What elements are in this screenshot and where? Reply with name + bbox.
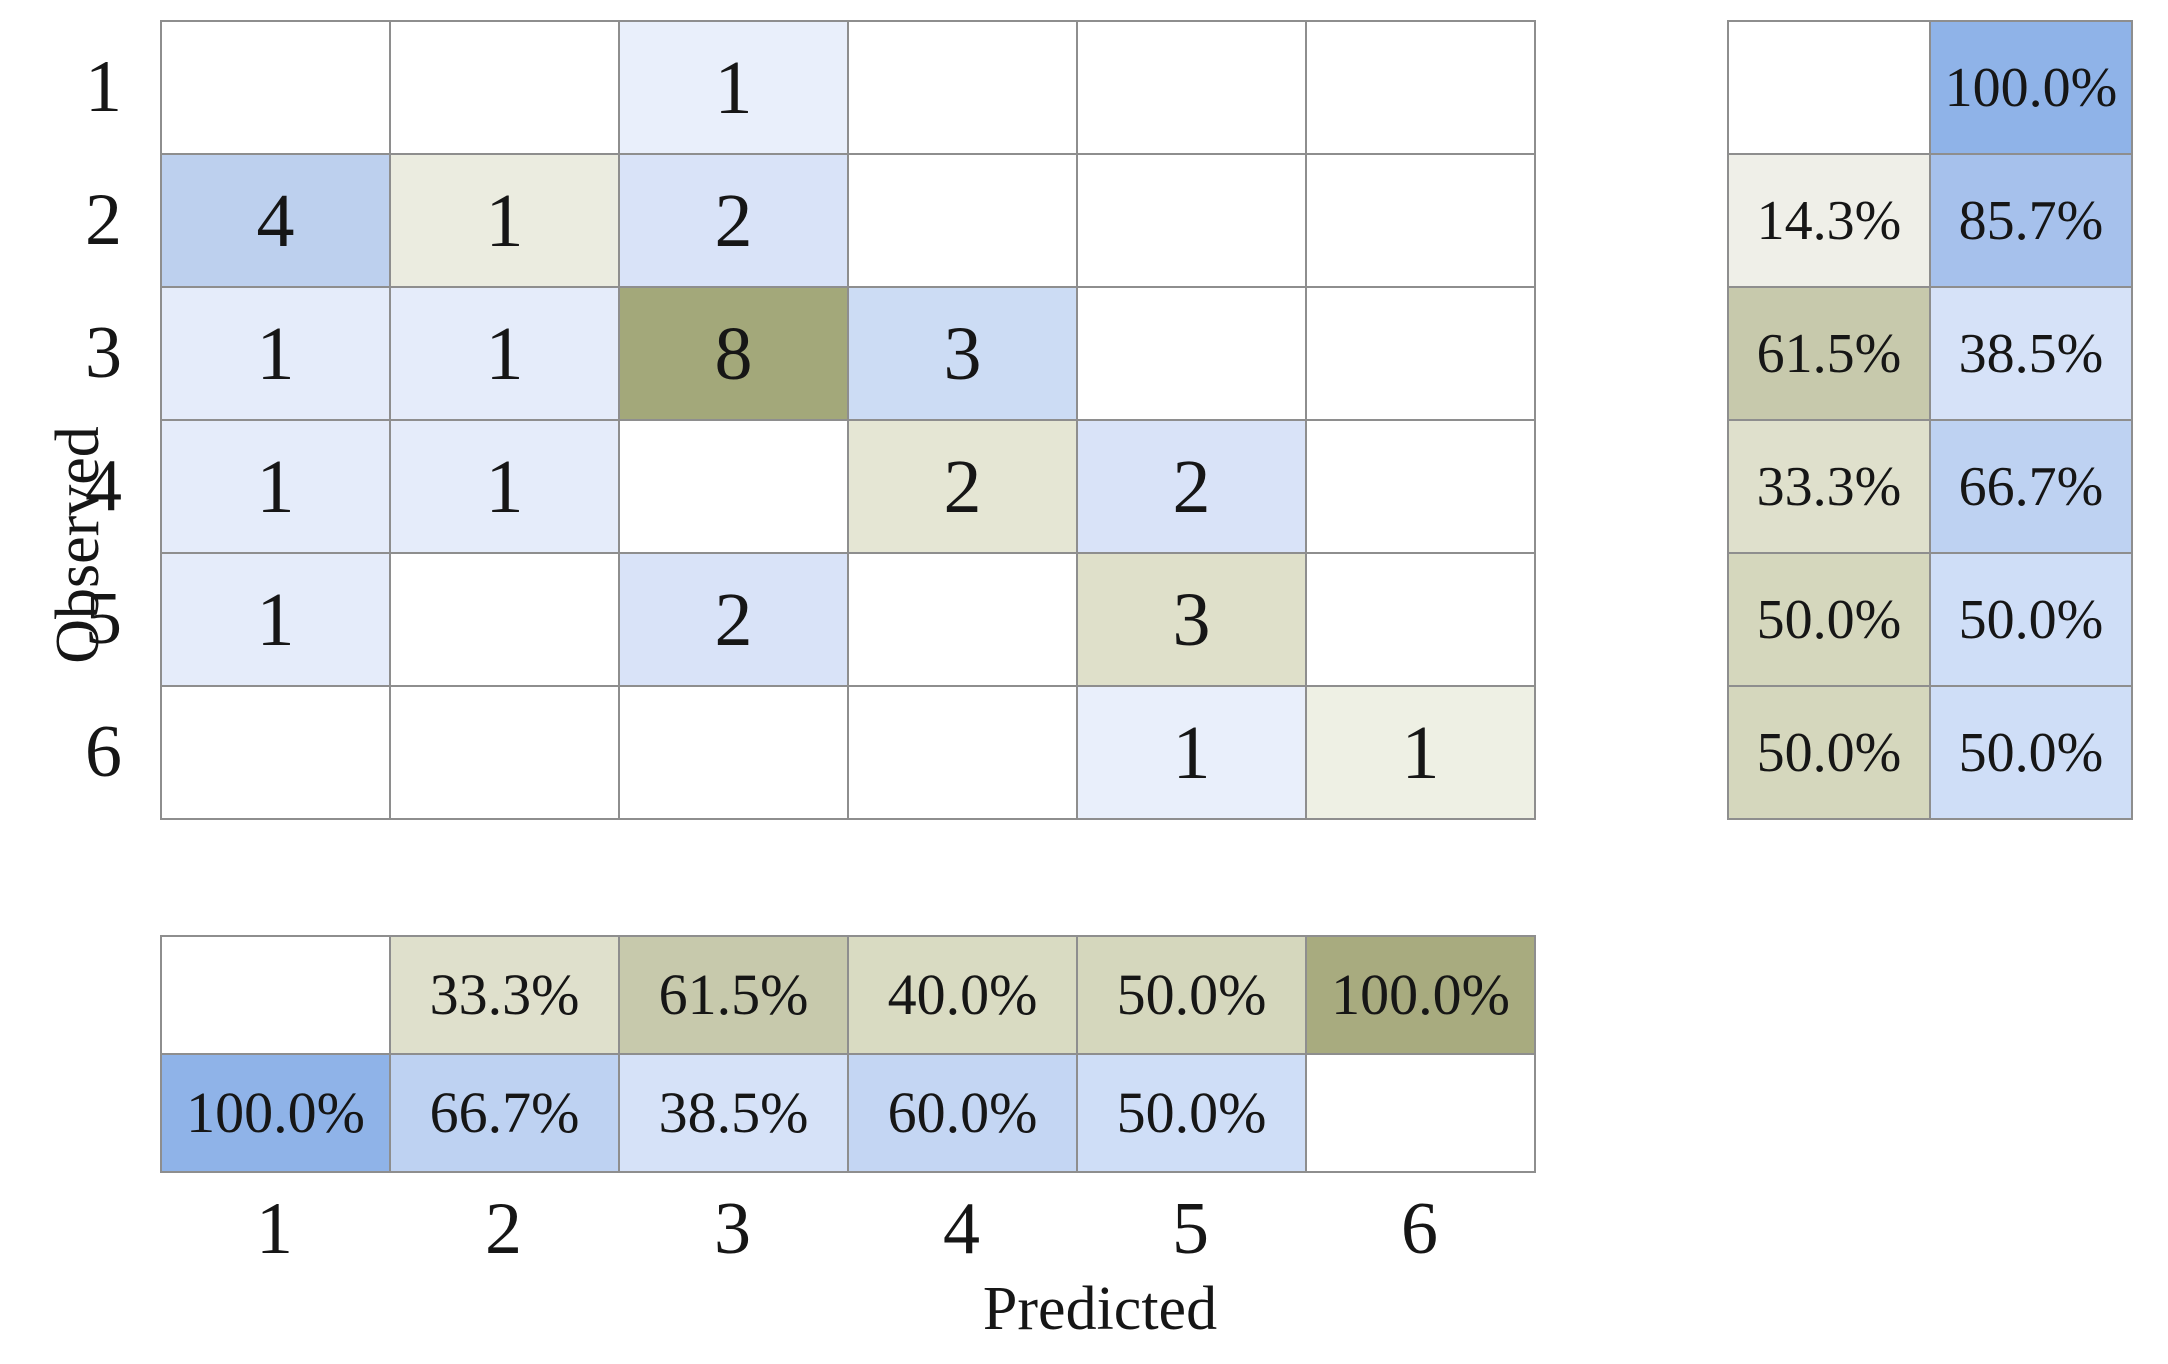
- main-cell-r6-c2: [391, 687, 620, 820]
- main-cell-r3-c1: 1: [162, 288, 391, 421]
- y-axis-ticks: 1 2 3 4 5 6: [0, 20, 142, 818]
- right-cell-r2-c1: 14.3%: [1729, 155, 1931, 288]
- main-cell-r5-c5: 3: [1078, 554, 1307, 687]
- right-cell-r2-c2: 85.7%: [1931, 155, 2133, 288]
- main-cell-r2-c1: 4: [162, 155, 391, 288]
- y-tick-1: 1: [85, 45, 122, 128]
- main-cell-r1-c5: [1078, 22, 1307, 155]
- y-tick-2: 2: [85, 178, 122, 261]
- main-cell-r4-c1: 1: [162, 421, 391, 554]
- main-cell-r4-c6: [1307, 421, 1536, 554]
- x-tick-2: 2: [485, 1188, 522, 1270]
- main-cell-r2-c3: 2: [620, 155, 849, 288]
- bottom-cell-r2-c3: 38.5%: [620, 1055, 849, 1173]
- right-cell-r3-c2: 38.5%: [1931, 288, 2133, 421]
- right-cell-r6-c1: 50.0%: [1729, 687, 1931, 820]
- main-cell-r6-c4: [849, 687, 1078, 820]
- main-cell-r4-c4: 2: [849, 421, 1078, 554]
- x-tick-6: 6: [1401, 1188, 1438, 1270]
- right-cell-r1-c2: 100.0%: [1931, 22, 2133, 155]
- right-cell-r6-c2: 50.0%: [1931, 687, 2133, 820]
- main-cell-r2-c6: [1307, 155, 1536, 288]
- main-cell-r1-c4: [849, 22, 1078, 155]
- main-cell-r1-c1: [162, 22, 391, 155]
- main-cell-r4-c5: 2: [1078, 421, 1307, 554]
- main-cell-r3-c6: [1307, 288, 1536, 421]
- x-axis-label: Predicted: [982, 1275, 1218, 1343]
- bottom-cell-r1-c4: 40.0%: [849, 937, 1078, 1055]
- main-cell-r5-c2: [391, 554, 620, 687]
- main-cell-r5-c3: 2: [620, 554, 849, 687]
- bottom-cell-r1-c2: 33.3%: [391, 937, 620, 1055]
- main-cell-r5-c4: [849, 554, 1078, 687]
- main-cell-r4-c3: [620, 421, 849, 554]
- right-cell-r4-c2: 66.7%: [1931, 421, 2133, 554]
- main-cell-r2-c2: 1: [391, 155, 620, 288]
- x-axis-ticks: 1 2 3 4 5 6: [160, 1192, 1534, 1266]
- y-tick-4: 4: [85, 444, 122, 527]
- main-cell-r2-c4: [849, 155, 1078, 288]
- y-axis-label: Observed: [44, 426, 112, 664]
- bottom-cell-r1-c5: 50.0%: [1078, 937, 1307, 1055]
- main-cell-r5-c1: 1: [162, 554, 391, 687]
- x-tick-1: 1: [256, 1188, 293, 1270]
- main-cell-r5-c6: [1307, 554, 1536, 687]
- main-cell-r3-c4: 3: [849, 288, 1078, 421]
- main-cell-r3-c3: 8: [620, 288, 849, 421]
- right-cell-r5-c1: 50.0%: [1729, 554, 1931, 687]
- main-cell-r3-c5: [1078, 288, 1307, 421]
- y-tick-5: 5: [85, 577, 122, 660]
- main-cell-r1-c2: [391, 22, 620, 155]
- x-tick-3: 3: [714, 1188, 751, 1270]
- main-cell-r4-c2: 1: [391, 421, 620, 554]
- x-tick-4: 4: [943, 1188, 980, 1270]
- main-cell-r3-c2: 1: [391, 288, 620, 421]
- main-cell-r6-c5: 1: [1078, 687, 1307, 820]
- right-cell-r4-c1: 33.3%: [1729, 421, 1931, 554]
- bottom-cell-r1-c1: [162, 937, 391, 1055]
- bottom-cell-r2-c1: 100.0%: [162, 1055, 391, 1173]
- y-tick-3: 3: [85, 311, 122, 394]
- bottom-cell-r1-c3: 61.5%: [620, 937, 849, 1055]
- bottom-cell-r2-c2: 66.7%: [391, 1055, 620, 1173]
- main-cell-r1-c6: [1307, 22, 1536, 155]
- column-summary-grid: 33.3% 61.5% 40.0% 50.0% 100.0% 100.0% 66.7% 38.…: [160, 935, 1536, 1173]
- x-tick-5: 5: [1172, 1188, 1209, 1270]
- y-tick-6: 6: [85, 710, 122, 793]
- main-cell-r2-c5: [1078, 155, 1307, 288]
- main-cell-r6-c6: 1: [1307, 687, 1536, 820]
- main-cell-r1-c3: 1: [620, 22, 849, 155]
- main-cell-r6-c3: [620, 687, 849, 820]
- row-summary-grid: 100.0% 14.3% 85.7% 61.5% 38.5% 33.3% 66.7% 50.0…: [1727, 20, 2133, 820]
- right-cell-r3-c1: 61.5%: [1729, 288, 1931, 421]
- right-cell-r5-c2: 50.0%: [1931, 554, 2133, 687]
- bottom-cell-r1-c6: 100.0%: [1307, 937, 1536, 1055]
- bottom-cell-r2-c4: 60.0%: [849, 1055, 1078, 1173]
- right-cell-r1-c1: [1729, 22, 1931, 155]
- main-cell-r6-c1: [162, 687, 391, 820]
- bottom-cell-r2-c5: 50.0%: [1078, 1055, 1307, 1173]
- bottom-cell-r2-c6: [1307, 1055, 1536, 1173]
